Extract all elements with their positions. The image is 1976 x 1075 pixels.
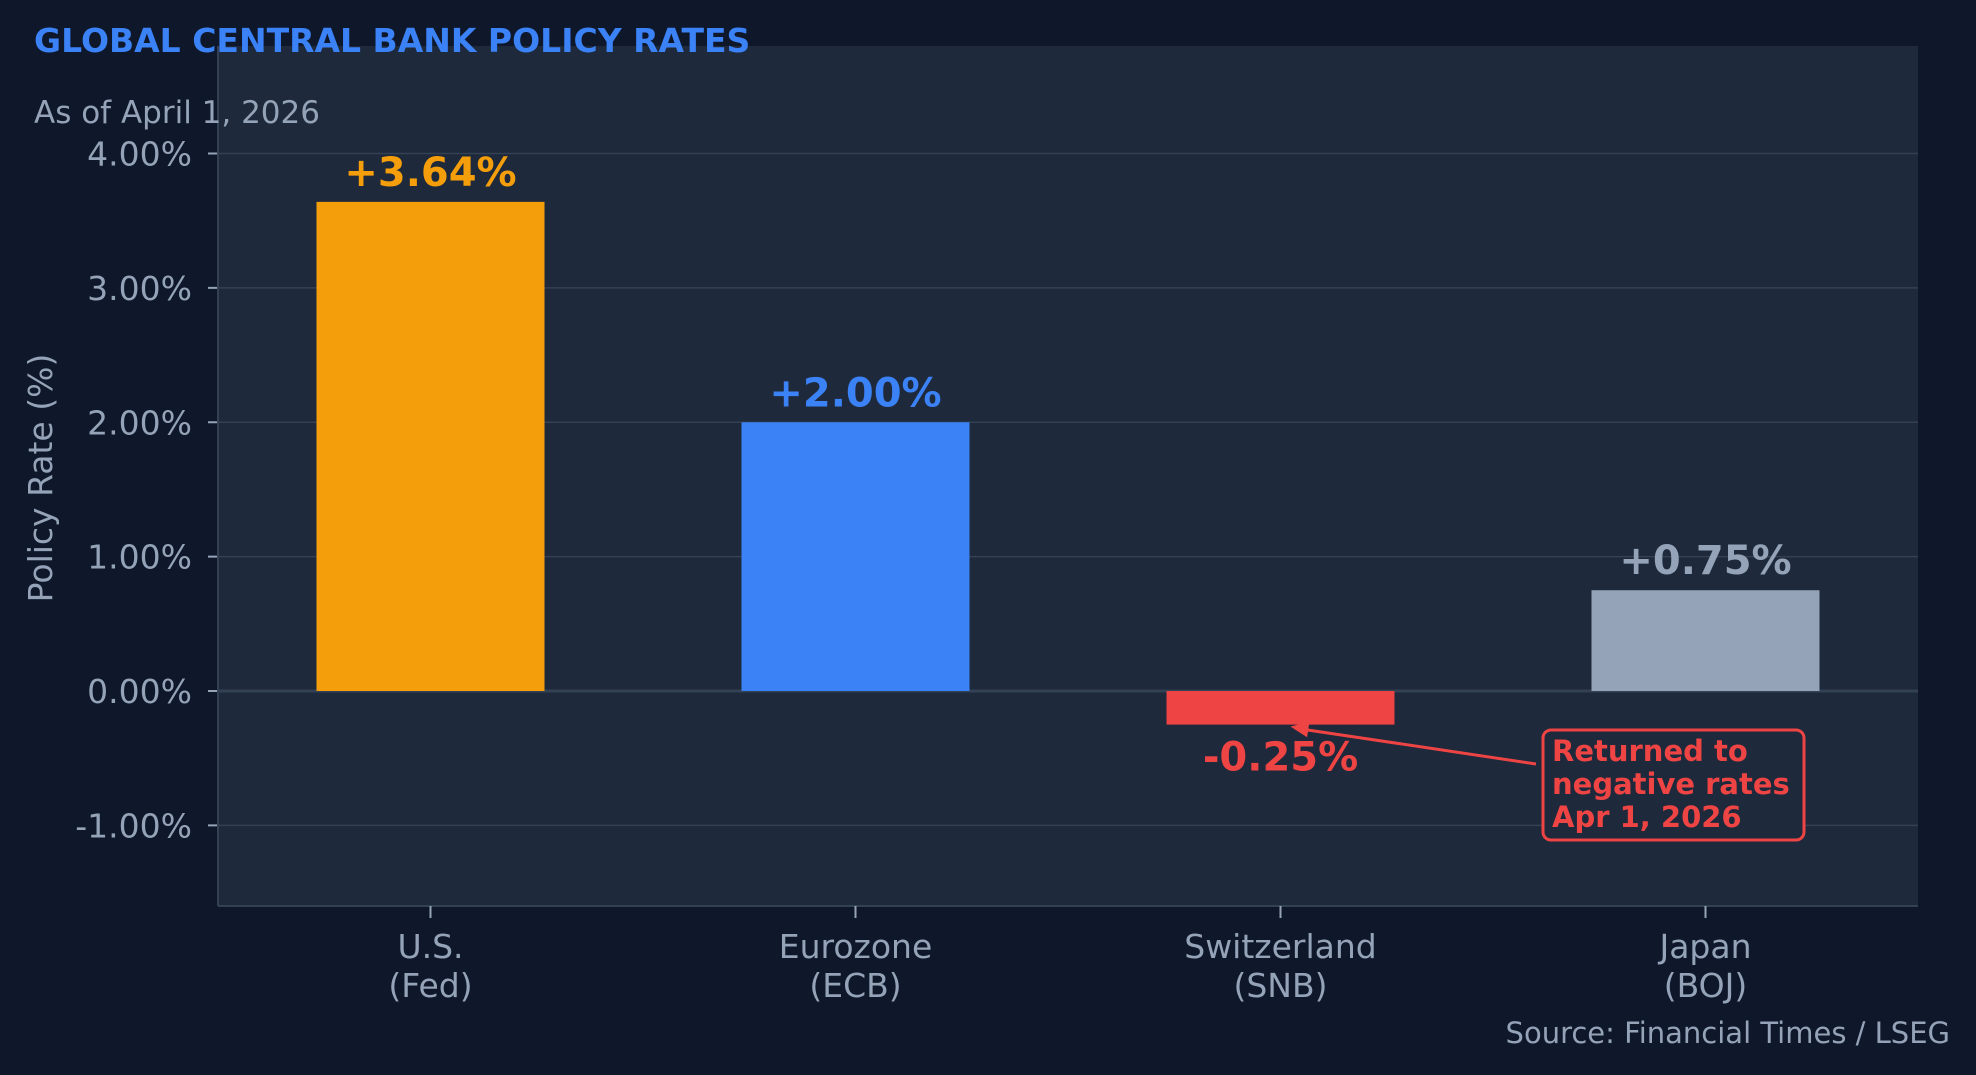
y-tick-label: 1.00% [87, 538, 192, 577]
y-tick-label: 0.00% [87, 672, 192, 711]
data-label: -0.25% [1203, 735, 1358, 781]
bar [1591, 590, 1820, 691]
bar [1166, 691, 1395, 725]
chart-subtitle: As of April 1, 2026 [34, 95, 320, 131]
data-label: +3.64% [344, 150, 516, 196]
x-tick-label: (ECB) [809, 966, 901, 1005]
y-tick-label: 2.00% [87, 403, 192, 442]
annotation-box [1541, 728, 1806, 842]
chart-title: GLOBAL CENTRAL BANK POLICY RATES [34, 21, 750, 60]
x-tick-label: (Fed) [388, 966, 472, 1005]
annotation-text: Apr 1, 2026 [1552, 800, 1742, 834]
data-label: +0.75% [1619, 538, 1791, 584]
annotation-text: Returned to [1552, 734, 1748, 768]
annotation-text: negative rates [1552, 767, 1790, 801]
bar [316, 201, 545, 691]
x-tick-label: (SNB) [1233, 966, 1327, 1005]
x-tick-label: Switzerland [1184, 927, 1377, 966]
source-note: Source: Financial Times / LSEG [1506, 1016, 1950, 1050]
x-tick-label: Japan [1657, 927, 1751, 966]
y-tick-label: -1.00% [75, 806, 192, 845]
bars [316, 201, 1820, 725]
data-labels: +3.64% +2.00% -0.25% +0.75% [344, 150, 1791, 781]
y-tick-label: 3.00% [87, 269, 192, 308]
y-axis-label: Policy Rate (%) [21, 354, 60, 603]
x-tick-label: (BOJ) [1664, 966, 1748, 1005]
x-tick-label: U.S. [397, 927, 463, 966]
x-tick-label: Eurozone [779, 927, 933, 966]
bar [741, 422, 970, 691]
annotation-arrowhead [1290, 721, 1310, 738]
annotation-arrow [1298, 727, 1537, 766]
axes: 4.00% 3.00% 2.00% 1.00% 0.00% -1.00% U.S.(Fed)… [75, 46, 1918, 1005]
y-tick-label: 4.00% [87, 135, 192, 174]
data-label: +2.00% [769, 370, 941, 416]
